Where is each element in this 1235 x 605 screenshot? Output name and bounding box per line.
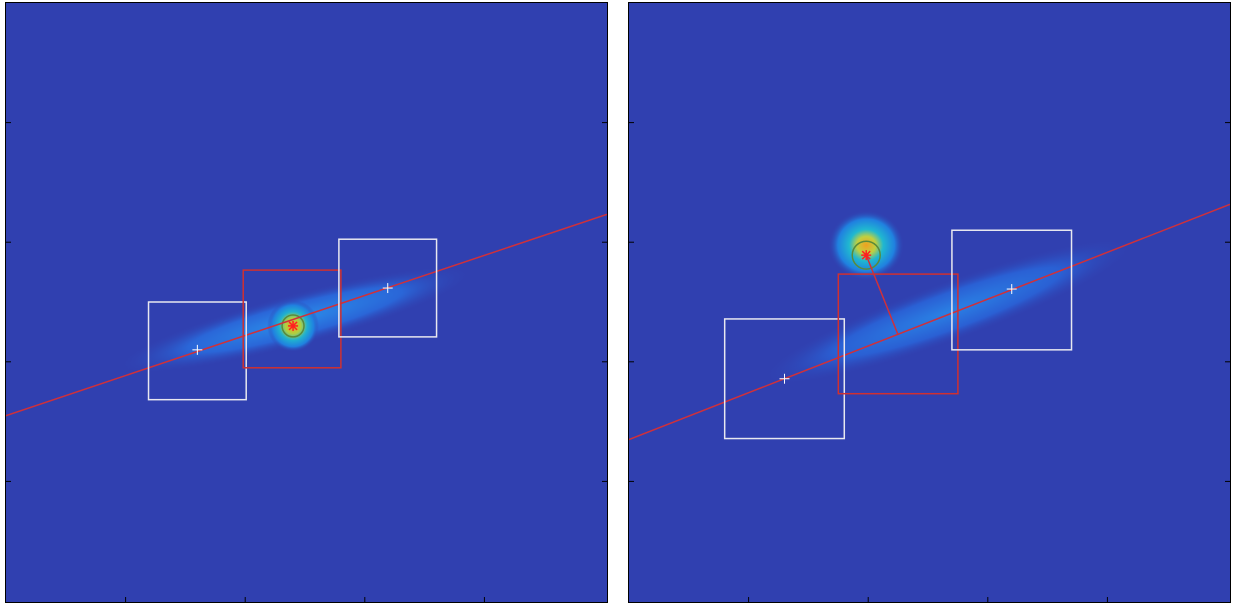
crosshair-right: [1006, 284, 1017, 295]
crosshair-right: [382, 283, 393, 294]
heatmap-left: [6, 3, 607, 602]
center-box: [242, 269, 342, 369]
side-box-left: [147, 301, 247, 401]
diffuse-band: [760, 238, 1136, 386]
heatmap-right: [629, 3, 1230, 602]
fit-line: [6, 213, 607, 417]
axis-ticks: [629, 122, 1230, 602]
crosshair-left: [192, 344, 203, 355]
axis-ticks: [6, 122, 607, 602]
star-marker: [288, 320, 299, 331]
bright-spot: [828, 210, 905, 281]
crosshair-left: [779, 373, 790, 384]
side-box-right: [338, 238, 438, 338]
spot-circle: [281, 314, 305, 338]
side-box-left: [723, 318, 846, 440]
fit-line: [629, 203, 1230, 441]
star-marker: [861, 250, 872, 261]
center-box: [837, 273, 959, 395]
connector-line: [865, 254, 899, 336]
side-box-right: [951, 229, 1073, 351]
image-panel-left: [5, 2, 608, 603]
image-panel-right: [628, 2, 1231, 603]
spot-circle: [851, 240, 881, 270]
